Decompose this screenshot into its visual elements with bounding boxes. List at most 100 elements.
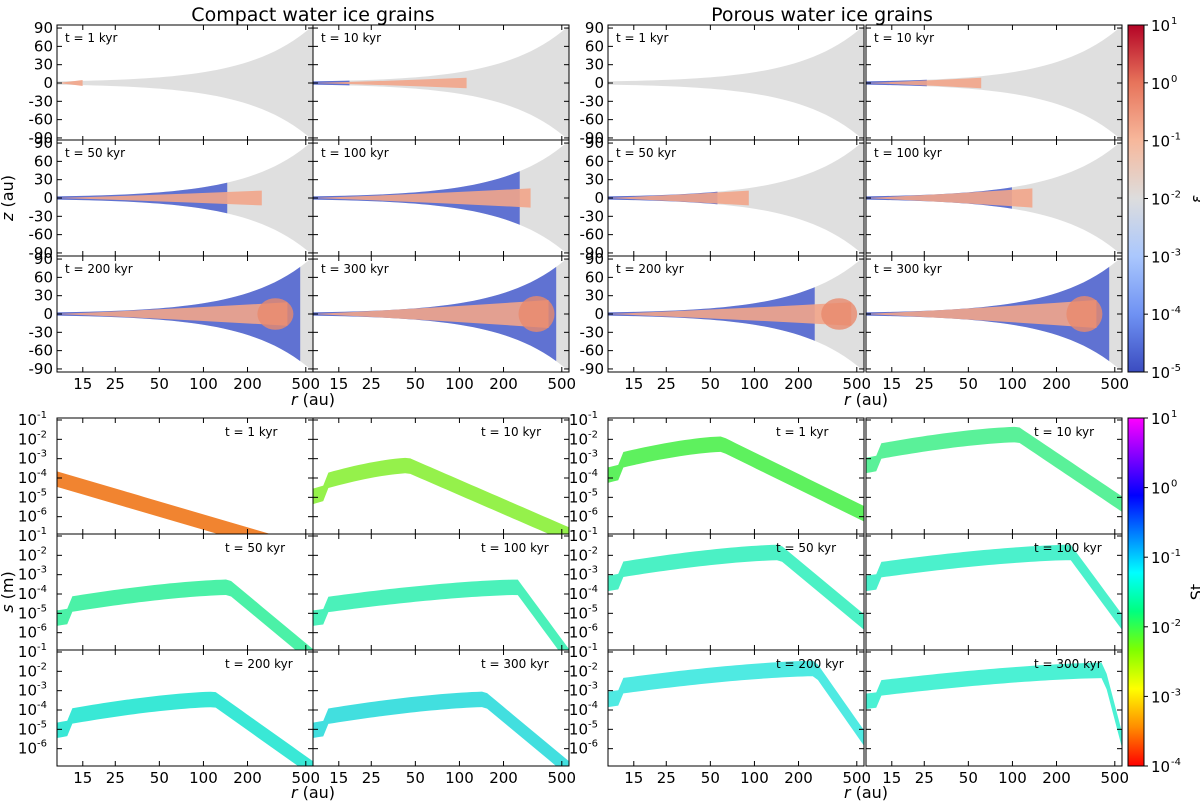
panel-time-label: t = 1 kyr <box>616 31 668 45</box>
colorbar-tick-exponent: -1 <box>1171 132 1181 143</box>
colorbar-tick-label: 10 <box>1151 480 1170 498</box>
panel-time-label: t = 200 kyr <box>616 262 684 276</box>
colorbar-tick-exponent: -2 <box>1171 190 1181 201</box>
midplane-layer <box>57 302 288 326</box>
z-tick-label: -30 <box>580 323 605 341</box>
panel-frame <box>865 649 1123 767</box>
colorbar-label: ε <box>1187 194 1200 203</box>
r-tick-label: 200 <box>233 375 262 393</box>
s-tick-label: 10 <box>18 643 37 661</box>
midplane-layer <box>313 188 531 208</box>
r-tick-label: 50 <box>150 769 169 787</box>
s-tick-exponent: -1 <box>37 410 47 421</box>
panel-time-label: t = 100 kyr <box>874 146 942 160</box>
z-tick-label: 0 <box>43 305 53 323</box>
panel-frame <box>607 649 865 767</box>
z-tick-label: -90 <box>580 244 605 262</box>
s-tick-label: 10 <box>569 585 588 603</box>
z-tick-label: 60 <box>34 268 53 286</box>
s-tick-exponent: -5 <box>588 603 598 614</box>
z-tick-label: 30 <box>585 287 604 305</box>
z-tick-label: 90 <box>34 134 53 152</box>
r-tick-label: 200 <box>1042 375 1071 393</box>
panel-time-label: t = 300 kyr <box>481 657 549 671</box>
panel-frame <box>312 649 570 767</box>
panel-time-label: t = 300 kyr <box>1034 657 1102 671</box>
r-tick-label: 15 <box>73 375 92 393</box>
panel-time-label: t = 300 kyr <box>874 262 942 276</box>
s-tick-exponent: -2 <box>37 545 47 556</box>
r-tick-label: 500 <box>842 375 871 393</box>
panel-time-label: t = 10 kyr <box>874 31 934 45</box>
z-tick-label: 0 <box>594 189 604 207</box>
panel-time-label: t = 1 kyr <box>776 425 828 439</box>
r-tick-label: 100 <box>189 375 218 393</box>
dust-envelope <box>57 25 313 141</box>
s-tick-exponent: -6 <box>588 623 598 634</box>
s-tick-exponent: -2 <box>588 545 598 556</box>
s-tick-label: 10 <box>18 585 37 603</box>
z-tick-label: 60 <box>34 37 53 55</box>
z-tick-label: 0 <box>43 189 53 207</box>
s-tick-label: 10 <box>18 740 37 758</box>
midplane-layer <box>866 188 1033 208</box>
axis-labels: z (au) s (m) r (au) r (au) r (au) r (au) <box>0 175 888 802</box>
r-tick-label: 25 <box>362 375 381 393</box>
panel-time-label: t = 100 kyr <box>481 541 549 555</box>
s-tick-label: 10 <box>569 566 588 584</box>
dust-envelope <box>608 25 864 141</box>
s-tick-label: 10 <box>18 662 37 680</box>
s-tick-label: 10 <box>569 604 588 622</box>
panel-time-label: t = 100 kyr <box>1034 541 1102 555</box>
r-tick-label: 15 <box>882 769 901 787</box>
grain-population <box>57 471 271 534</box>
z-tick-label: 60 <box>585 37 604 55</box>
panel-time-label: t = 200 kyr <box>776 657 844 671</box>
density-panel: t = 100 kyr <box>865 139 1123 257</box>
s-tick-exponent: -3 <box>37 681 47 692</box>
z-tick-label: 30 <box>585 171 604 189</box>
r-axis-label: r (au) <box>291 390 335 409</box>
s-tick-exponent: -2 <box>37 661 47 672</box>
s-tick-exponent: -3 <box>588 449 598 460</box>
midplane-layer <box>57 80 83 86</box>
dust-clump <box>257 298 294 330</box>
s-tick-exponent: -2 <box>588 429 598 440</box>
s-tick-exponent: -3 <box>588 565 598 576</box>
colorbars: 10110010-110-210-310-410-5ε10110010-110-… <box>1127 16 1200 776</box>
grain-population <box>608 436 864 522</box>
s-tick-exponent: -1 <box>588 642 598 653</box>
r-axis-label: r (au) <box>291 783 335 802</box>
colorbar-tick-exponent: 1 <box>1171 409 1177 420</box>
z-tick-label: 0 <box>43 74 53 92</box>
z-tick-label: 90 <box>585 19 604 37</box>
size-panel: t = 300 kyr 15 25 50 100 200 500 <box>865 649 1129 787</box>
z-tick-label: -30 <box>580 92 605 110</box>
r-tick-label: 200 <box>784 375 813 393</box>
z-tick-label: 0 <box>594 305 604 323</box>
z-tick-label: 90 <box>585 134 604 152</box>
panel-time-label: t = 10 kyr <box>1034 425 1094 439</box>
s-tick-label: 10 <box>18 430 37 448</box>
r-tick-label: 200 <box>233 769 262 787</box>
z-tick-label: 90 <box>34 19 53 37</box>
panel-time-label: t = 50 kyr <box>225 541 285 555</box>
colorbar-tick-label: 10 <box>1151 364 1170 382</box>
r-tick-label: 25 <box>657 769 676 787</box>
size-panel: t = 10 kyr <box>865 417 1123 535</box>
s-tick-exponent: -5 <box>588 487 598 498</box>
s-tick-exponent: -5 <box>37 603 47 614</box>
z-tick-label: 90 <box>34 250 53 268</box>
z-tick-label: -60 <box>29 342 54 360</box>
s-tick-label: 10 <box>18 720 37 738</box>
z-tick-label: -90 <box>29 360 54 378</box>
r-axis-label: r (au) <box>844 390 888 409</box>
z-tick-label: -60 <box>29 226 54 244</box>
colorbar-tick-label: 10 <box>1151 306 1170 324</box>
colorbar-tick-exponent: 0 <box>1171 74 1177 85</box>
s-tick-exponent: -1 <box>37 526 47 537</box>
r-tick-label: 500 <box>291 769 320 787</box>
